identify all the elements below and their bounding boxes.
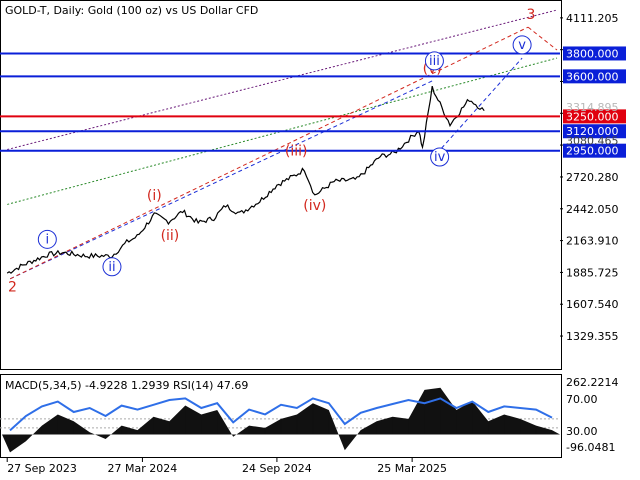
wave-label-blue: iii [429,54,440,69]
wave-label-blue: i [46,232,50,247]
indicator-tick-label: -96.0481 [566,441,615,454]
time-tick-label: 27 Sep 2023 [7,462,77,475]
wave-label-red: 2 [8,279,17,295]
level-tags: 3800.000 3600.000 3250.000 3120.000 2950.000… [563,46,626,158]
wave-label-red: 3 [527,7,536,23]
wave-label-red: (iii) [285,143,308,159]
price-tick-label: 1329.355 [566,330,619,343]
time-axis: 27 Sep 2023 27 Mar 2024 24 Sep 2024 25 Mar … [6,458,447,475]
indicator-axis: 262.2214 70.00 30.00 -96.0481 [566,376,619,454]
price-level-label: 2950.000 [566,145,619,158]
wave-label-blue-ring [430,147,450,167]
trendline-5 [527,26,558,51]
price-tick-label: 1607.540 [566,298,619,311]
price-level-tag [563,46,626,61]
wave-label-blue-ring [424,51,444,71]
wave-label-blue-ring [37,229,57,249]
wave-label-blue: ii [108,260,115,275]
wave-label-red: (iv) [303,198,326,214]
trendline-2 [9,80,433,280]
wave-label-blue-ring [512,35,532,55]
time-tick-label: 24 Sep 2024 [242,462,312,475]
price-level-label: 3800.000 [566,47,619,60]
indicator-layer [0,387,560,453]
time-tick-label: 27 Mar 2024 [108,462,178,475]
price-level-tag [563,69,626,84]
price-tick-label: 1885.725 [566,266,619,279]
trendline-4 [9,26,529,280]
price-level-label: 3120.000 [566,125,619,138]
price-tick-label: 2720.280 [566,171,619,184]
price-line [6,85,485,274]
wave-label-red: (ii) [161,228,180,244]
indicator-header: MACD(5,34,5) -4.9228 1.2939 RSI(14) 47.6… [5,379,248,392]
price-level-label: 3250.000 [566,110,619,123]
wave-label-blue: iv [434,150,446,165]
time-tick-label: 25 Mar 2025 [377,462,447,475]
wave-label-blue-ring [102,257,122,277]
trendline-3 [431,57,523,160]
price-tick-label: 2442.050 [566,203,619,216]
price-level-tag [563,143,626,158]
indicator-tick-label: 262.2214 [566,376,619,389]
price-level-tag [563,124,626,139]
price-axis: 4111.205 2720.280 2442.050 2163.910 1885.725… [560,12,619,343]
price-levels-layer [0,52,560,152]
wave-label-blue: v [518,38,526,53]
indicator-tick-label: 30.00 [566,425,598,438]
trendline-0 [7,9,558,151]
rsi-line [9,397,553,432]
price-tick-label: 4111.205 [566,12,619,25]
current-price-label: 3314.895 [566,101,619,114]
price-level-tag [563,109,626,124]
chart-header: GOLD-T, Daily: Gold (100 oz) vs US Dolla… [5,4,258,17]
price-tick-label: 2163.910 [566,235,619,248]
wave-label-red: (i) [147,188,162,204]
indicator-tick-label: 70.00 [566,393,598,406]
extra-price-label: 3080.465 [566,134,619,147]
price-level-label: 3600.000 [566,70,619,83]
price-series [6,85,485,274]
